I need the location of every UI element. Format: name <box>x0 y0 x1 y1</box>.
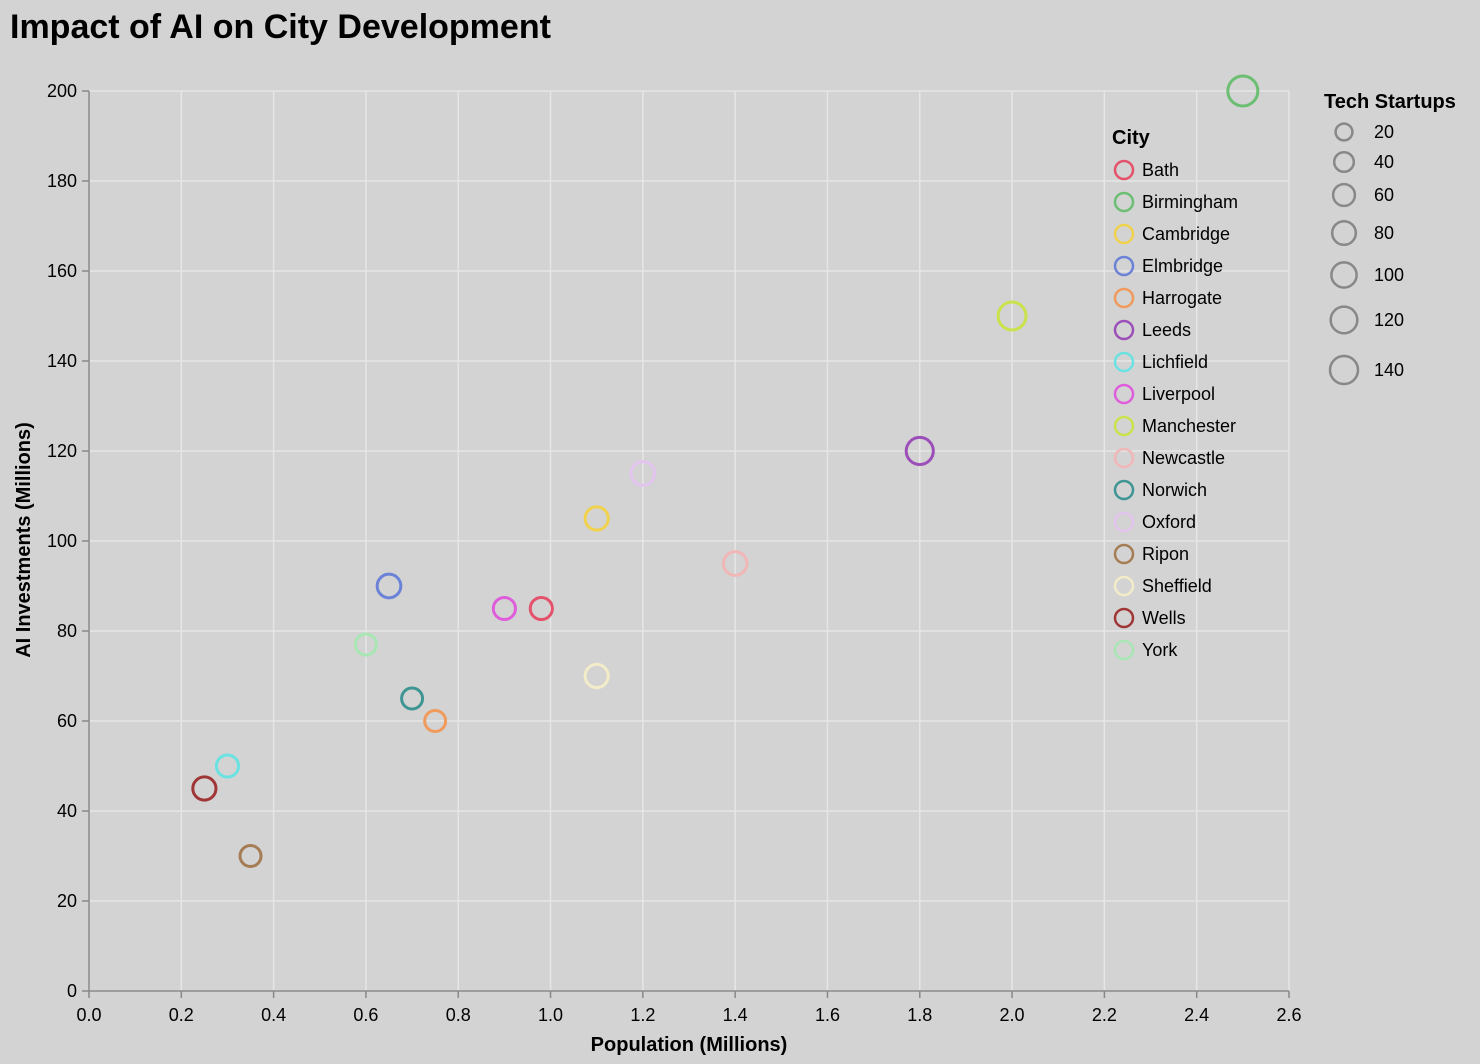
tech-startups-legend-title: Tech Startups <box>1324 91 1456 113</box>
grid-lines <box>88 90 1290 992</box>
legend-swatch-wells <box>1113 607 1135 629</box>
legend-swatch-newcastle <box>1113 447 1135 469</box>
y-tick-label: 0 <box>67 981 77 1001</box>
y-tick-label: 20 <box>57 891 77 911</box>
city-legend-title: City <box>1112 127 1151 149</box>
legend-swatch-york <box>1113 639 1135 661</box>
data-point-york <box>353 632 378 657</box>
y-tick-label: 100 <box>47 531 77 551</box>
data-point-oxford <box>629 460 657 487</box>
y-tick-label: 180 <box>47 171 77 191</box>
size-legend-circle <box>1330 219 1358 247</box>
data-points <box>191 74 1260 868</box>
legend-label: Norwich <box>1142 480 1207 500</box>
legend-swatch-norwich <box>1113 479 1135 501</box>
x-tick-label: 1.4 <box>723 1005 748 1025</box>
legend-label: York <box>1142 640 1178 660</box>
legend-label: Manchester <box>1142 416 1236 436</box>
x-tick-label: 0.8 <box>446 1005 471 1025</box>
legend-swatch-oxford <box>1113 511 1135 533</box>
x-tick-label: 1.2 <box>630 1005 655 1025</box>
legend-label: Lichfield <box>1142 352 1208 372</box>
x-tick-label: 1.6 <box>815 1005 840 1025</box>
legend-swatch-elmbridge <box>1113 255 1135 277</box>
legend-label: Birmingham <box>1142 192 1238 212</box>
data-point-cambridge <box>583 505 610 532</box>
size-legend-circle <box>1330 261 1358 289</box>
y-tick-label: 200 <box>47 81 77 101</box>
legend-label: Sheffield <box>1142 576 1212 596</box>
x-tick-label: 1.0 <box>538 1005 563 1025</box>
size-legend-label: 140 <box>1374 360 1404 380</box>
axes: 0.0 0.2 0.4 0.6 0.8 1.0 1.2 1.4 1.6 1.8 2.0 2.2 2.4 2… <box>47 81 1302 1025</box>
data-point-liverpool <box>491 595 517 622</box>
legend-label: Wells <box>1142 608 1186 628</box>
data-point-sheffield <box>583 662 610 690</box>
x-tick-label: 0.6 <box>353 1005 378 1025</box>
city-legend: City Bath Birmingham Cambridge Elmbridge Har… <box>1112 127 1238 661</box>
x-tick-label: 1.8 <box>907 1005 932 1025</box>
size-legend-circle <box>1331 182 1357 208</box>
data-point-newcastle <box>721 550 749 577</box>
legend-label: Leeds <box>1142 320 1191 340</box>
chart-title: Impact of AI on City Development <box>10 8 551 46</box>
tech-startups-legend: Tech Startups 20 40 60 80 100 120 140 <box>1324 91 1456 386</box>
x-tick-label: 0.0 <box>76 1005 101 1025</box>
y-tick-label: 40 <box>57 801 77 821</box>
legend-swatch-cambridge <box>1113 223 1135 245</box>
x-tick-label: 2.0 <box>1000 1005 1025 1025</box>
legend-swatch-leeds <box>1113 319 1135 341</box>
legend-swatch-harrogate <box>1113 287 1135 309</box>
y-axis-title: AI Investments (Millions) <box>13 422 35 658</box>
size-legend-circle <box>1329 305 1359 335</box>
x-tick-label: 2.2 <box>1092 1005 1117 1025</box>
legend-label: Liverpool <box>1142 384 1215 404</box>
size-legend-label: 100 <box>1374 265 1404 285</box>
data-point-bath <box>528 595 554 622</box>
data-point-elmbridge <box>375 572 403 600</box>
legend-swatch-birmingham <box>1113 191 1135 213</box>
size-legend-label: 20 <box>1374 122 1394 142</box>
y-tick-label: 80 <box>57 621 77 641</box>
x-tick-label: 0.4 <box>261 1005 286 1025</box>
legend-swatch-manchester <box>1113 415 1135 437</box>
y-tick-label: 160 <box>47 261 77 281</box>
x-tick-label: 0.2 <box>169 1005 194 1025</box>
x-axis-title: Population (Millions) <box>591 1034 788 1056</box>
data-point-norwich <box>400 686 425 711</box>
legend-label: Bath <box>1142 160 1179 180</box>
size-legend-label: 40 <box>1374 152 1394 172</box>
size-legend-circle <box>1334 122 1354 142</box>
data-point-birmingham <box>1226 74 1260 108</box>
data-point-ripon <box>238 844 263 868</box>
y-tick-label: 140 <box>47 351 77 371</box>
size-legend-label: 80 <box>1374 223 1394 243</box>
x-tick-label: 2.4 <box>1184 1005 1209 1025</box>
x-tick-label: 2.6 <box>1276 1005 1301 1025</box>
data-point-harrogate <box>423 709 448 733</box>
legend-swatch-ripon <box>1113 543 1135 565</box>
legend-label: Harrogate <box>1142 288 1222 308</box>
legend-label: Newcastle <box>1142 448 1225 468</box>
legend-swatch-lichfield <box>1113 351 1135 373</box>
data-point-leeds <box>904 435 935 467</box>
legend-label: Cambridge <box>1142 224 1230 244</box>
legend-label: Oxford <box>1142 512 1196 532</box>
legend-label: Ripon <box>1142 544 1189 564</box>
y-tick-label: 60 <box>57 711 77 731</box>
data-point-manchester <box>996 300 1028 332</box>
legend-swatch-bath <box>1113 159 1135 181</box>
legend-swatch-sheffield <box>1113 575 1135 597</box>
data-point-wells <box>191 775 218 802</box>
size-legend-circle <box>1328 354 1360 386</box>
size-legend-label: 60 <box>1374 185 1394 205</box>
y-tick-label: 120 <box>47 441 77 461</box>
legend-swatch-liverpool <box>1113 383 1135 405</box>
legend-label: Elmbridge <box>1142 256 1223 276</box>
size-legend-label: 120 <box>1374 310 1404 330</box>
size-legend-circle <box>1332 150 1356 174</box>
data-point-lichfield <box>214 753 241 779</box>
